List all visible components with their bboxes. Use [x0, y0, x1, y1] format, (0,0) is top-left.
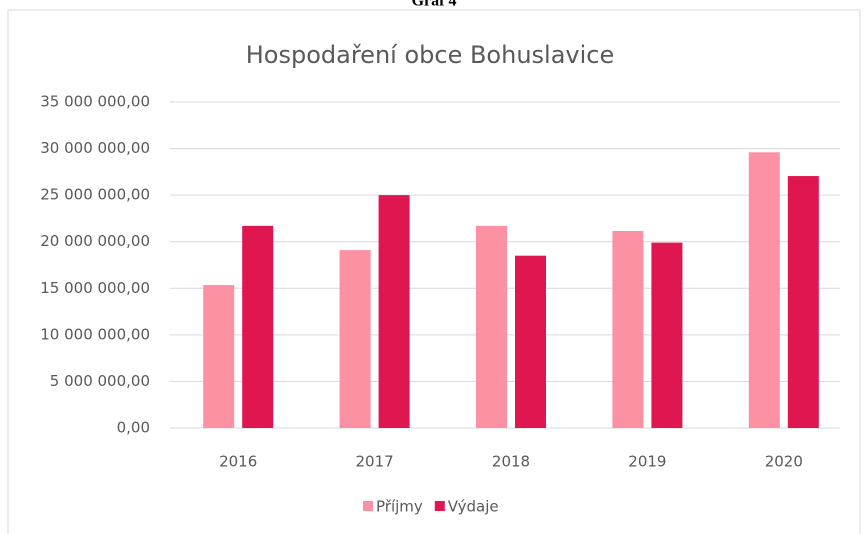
- y-tick-label: 20 000 000,00: [40, 232, 150, 250]
- y-tick-label: 30 000 000,00: [40, 139, 150, 157]
- bar: [242, 225, 274, 428]
- legend-swatch: [363, 501, 373, 511]
- x-tick-label: 2020: [765, 453, 803, 471]
- chart-frame: [7, 9, 861, 534]
- x-tick-label: 2019: [628, 453, 666, 471]
- caption: Graf 4: [412, 0, 457, 10]
- bar: [339, 250, 371, 428]
- bar: [651, 242, 683, 428]
- y-tick-label: 15 000 000,00: [40, 279, 150, 297]
- y-tick-label: 5 000 000,00: [50, 372, 150, 390]
- bar: [612, 231, 644, 428]
- y-tick-label: 0,00: [117, 419, 150, 437]
- legend-label: Výdaje: [448, 498, 499, 516]
- x-tick-label: 2016: [219, 453, 257, 471]
- y-tick-label: 25 000 000,00: [40, 186, 150, 204]
- bar: [787, 176, 819, 428]
- legend-swatch: [434, 501, 445, 511]
- bar: [515, 255, 546, 428]
- bar: [476, 225, 507, 428]
- x-tick-label: 2018: [492, 453, 530, 471]
- bar: [748, 152, 780, 428]
- y-tick-label: 35 000 000,00: [40, 93, 150, 111]
- bar: [203, 285, 235, 428]
- chart-title: Hospodaření obce Bohuslavice: [246, 41, 615, 69]
- y-tick-label: 10 000 000,00: [40, 325, 150, 343]
- legend-label: Příjmy: [376, 498, 423, 516]
- x-tick-label: 2017: [356, 453, 394, 471]
- bar: [378, 195, 410, 428]
